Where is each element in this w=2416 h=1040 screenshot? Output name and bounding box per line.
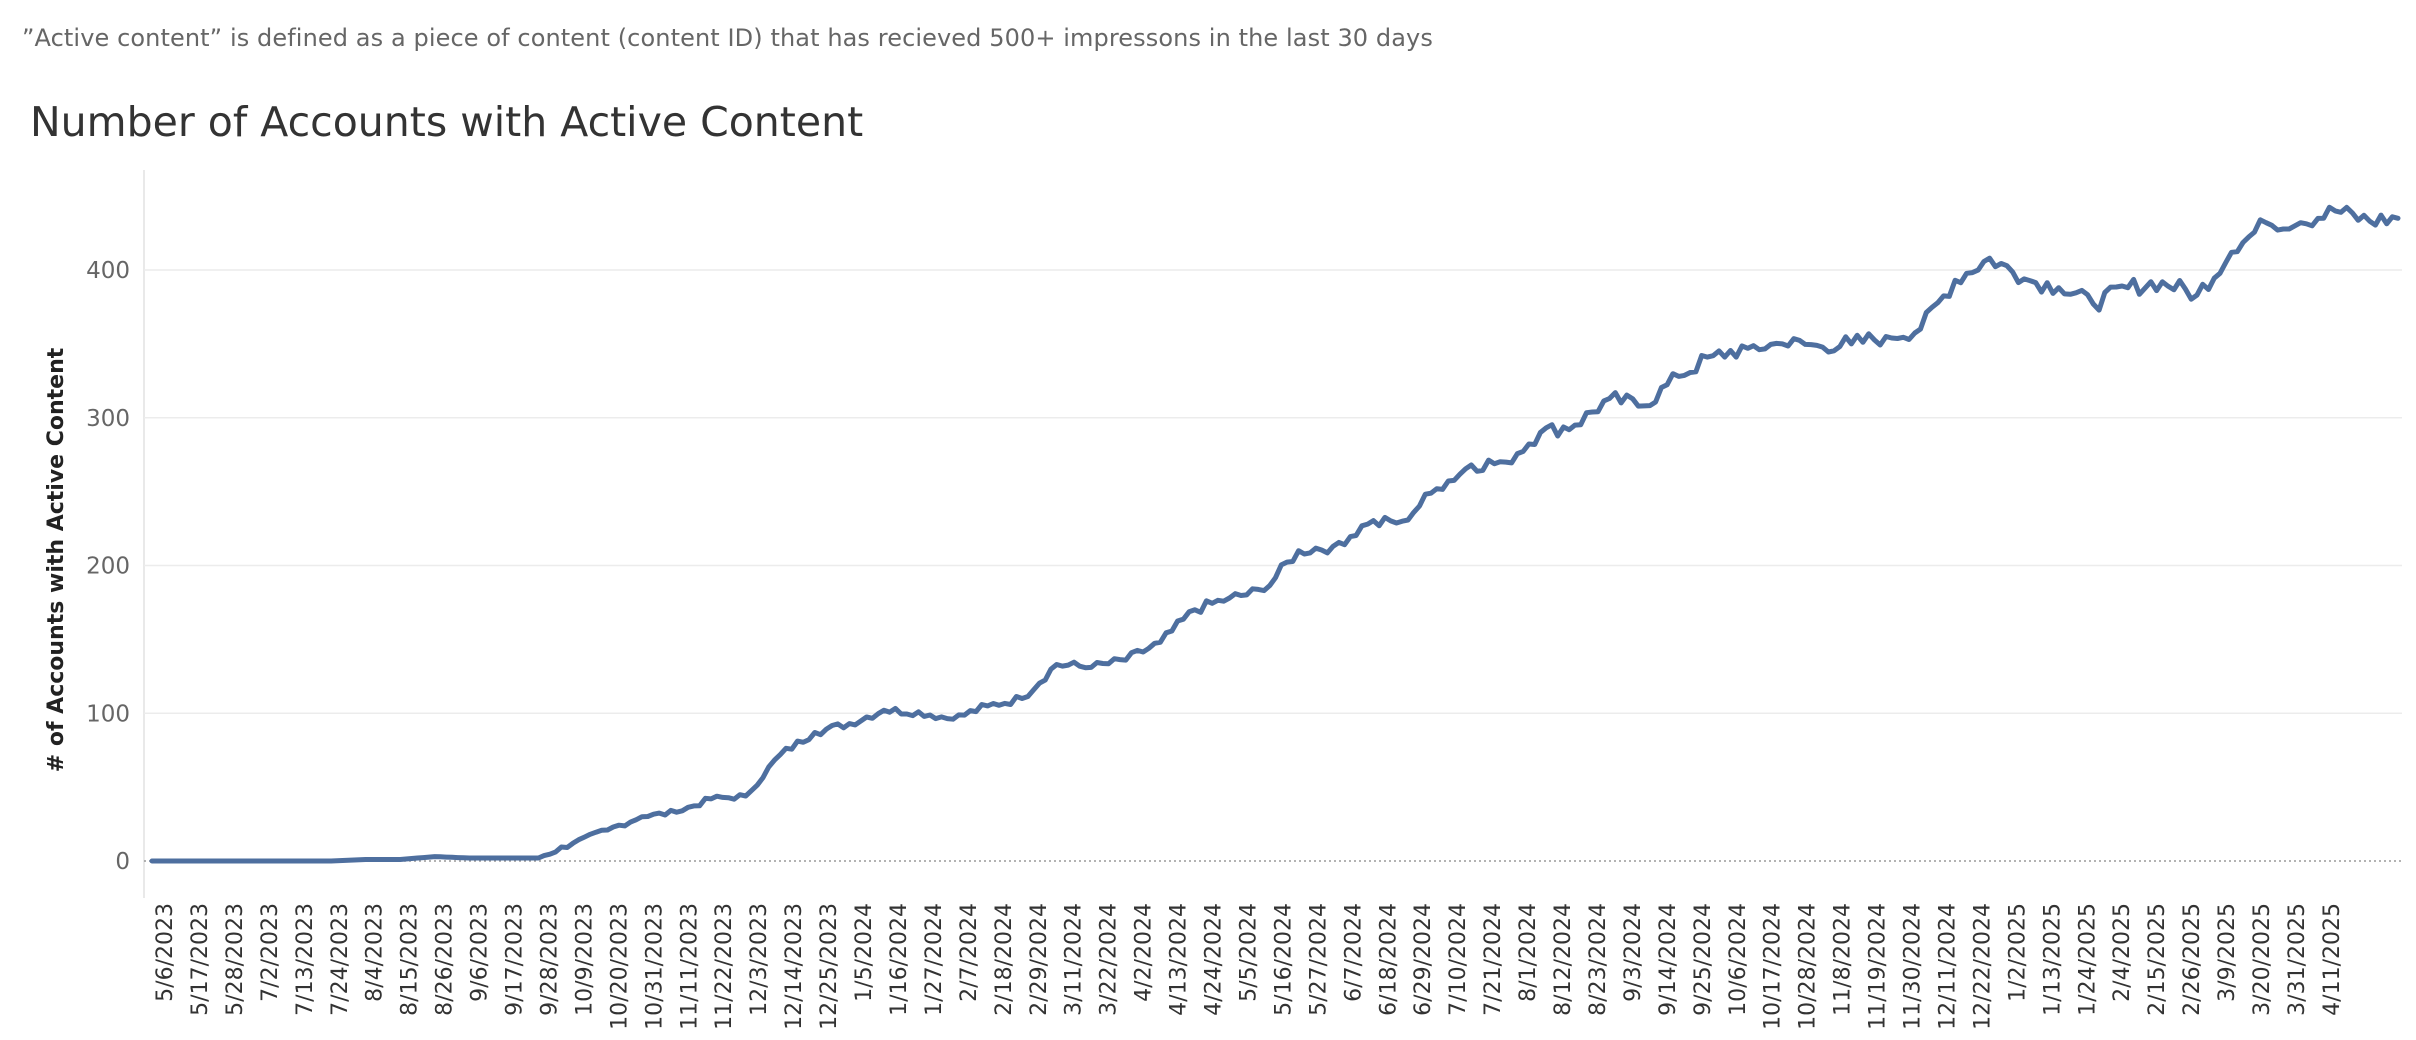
x-tick-label: 3/11/2024 xyxy=(1062,903,1087,1016)
x-tick-label: 2/26/2025 xyxy=(2180,903,2205,1016)
x-tick-label: 10/20/2023 xyxy=(607,903,632,1030)
x-tick-label: 8/23/2024 xyxy=(1586,903,1611,1016)
x-tick-label: 3/9/2025 xyxy=(2215,903,2240,1002)
x-tick-label: 7/24/2023 xyxy=(328,903,353,1016)
x-tick-label: 10/9/2023 xyxy=(572,903,597,1016)
x-tick-label: 9/6/2023 xyxy=(468,903,493,1002)
chart-note: ”Active content” is defined as a piece o… xyxy=(22,24,1433,52)
x-tick-label: 6/29/2024 xyxy=(1411,903,1436,1016)
x-tick-label: 2/4/2025 xyxy=(2110,903,2135,1002)
x-tick-label: 5/5/2024 xyxy=(1237,903,1262,1002)
x-tick-label: 9/14/2024 xyxy=(1656,903,1681,1016)
x-tick-label: 10/17/2024 xyxy=(1761,903,1786,1030)
x-tick-label: 7/13/2023 xyxy=(293,903,318,1016)
x-tick-label: 8/15/2023 xyxy=(398,903,423,1016)
x-tick-label: 5/17/2023 xyxy=(188,903,213,1016)
y-tick-label: 300 xyxy=(86,406,130,432)
y-tick-label: 400 xyxy=(86,258,130,284)
x-tick-label: 1/27/2024 xyxy=(922,903,947,1016)
y-tick-label: 100 xyxy=(86,701,130,727)
x-tick-label: 10/6/2024 xyxy=(1726,903,1751,1016)
x-tick-label: 4/24/2024 xyxy=(1202,903,1227,1016)
x-tick-label: 11/8/2024 xyxy=(1831,903,1856,1016)
x-tick-label: 1/13/2025 xyxy=(2040,903,2065,1016)
x-tick-label: 4/2/2024 xyxy=(1132,903,1157,1002)
x-tick-label: 7/10/2024 xyxy=(1446,903,1471,1016)
x-tick-label: 6/7/2024 xyxy=(1341,903,1366,1002)
x-tick-label: 9/3/2024 xyxy=(1621,903,1646,1002)
x-tick-label: 3/22/2024 xyxy=(1097,903,1122,1016)
x-tick-label: 4/11/2025 xyxy=(2320,903,2345,1016)
x-tick-label: 11/30/2024 xyxy=(1901,903,1926,1030)
x-tick-label: 1/2/2025 xyxy=(2005,903,2030,1002)
x-tick-label: 8/26/2023 xyxy=(433,903,458,1016)
x-tick-label: 2/15/2025 xyxy=(2145,903,2170,1016)
x-tick-label: 7/2/2023 xyxy=(258,903,283,1002)
x-tick-label: 5/27/2024 xyxy=(1306,903,1331,1016)
x-tick-label: 1/16/2024 xyxy=(887,903,912,1016)
y-tick-label: 0 xyxy=(115,849,130,875)
x-tick-label: 2/7/2024 xyxy=(957,903,982,1002)
x-tick-label: 12/25/2023 xyxy=(817,903,842,1030)
y-tick-labels: 0 100 200 300 400 xyxy=(86,258,130,875)
x-tick-label: 3/31/2025 xyxy=(2285,903,2310,1016)
x-tick-label: 9/17/2023 xyxy=(503,903,528,1016)
x-tick-label: 11/22/2023 xyxy=(712,903,737,1030)
x-tick-label: 9/28/2023 xyxy=(538,903,563,1016)
chart-title: Number of Accounts with Active Content xyxy=(30,98,864,146)
x-tick-label: 8/12/2024 xyxy=(1551,903,1576,1016)
x-tick-label: 10/28/2024 xyxy=(1796,903,1821,1030)
y-axis-label: # of Accounts with Active Content xyxy=(44,347,69,772)
x-tick-label: 1/5/2024 xyxy=(852,903,877,1002)
x-tick-label: 12/3/2023 xyxy=(747,903,772,1016)
gridlines xyxy=(144,269,2402,862)
x-tick-label: 3/20/2025 xyxy=(2250,903,2275,1016)
x-tick-label: 5/16/2024 xyxy=(1271,903,1296,1016)
x-tick-label: 8/1/2024 xyxy=(1516,903,1541,1002)
x-tick-label: 12/11/2024 xyxy=(1936,903,1961,1030)
x-tick-label: 11/11/2023 xyxy=(677,903,702,1030)
x-tick-labels: 5/6/2023 5/17/2023 5/28/2023 7/2/2023 7/13/2… xyxy=(153,903,2345,1030)
x-tick-label: 4/13/2024 xyxy=(1167,903,1192,1016)
x-tick-label: 1/24/2025 xyxy=(2075,903,2100,1016)
x-tick-label: 10/31/2023 xyxy=(642,903,667,1030)
x-tick-label: 12/22/2024 xyxy=(1970,903,1995,1030)
x-tick-label: 2/18/2024 xyxy=(992,903,1017,1016)
x-tick-label: 9/25/2024 xyxy=(1691,903,1716,1016)
x-tick-label: 8/4/2023 xyxy=(363,903,388,1002)
x-tick-label: 6/18/2024 xyxy=(1376,903,1401,1016)
x-tick-label: 12/14/2023 xyxy=(782,903,807,1030)
x-tick-label: 2/29/2024 xyxy=(1027,903,1052,1016)
x-tick-label: 11/19/2024 xyxy=(1866,903,1891,1030)
x-tick-label: 5/6/2023 xyxy=(153,903,178,1002)
series-line xyxy=(149,204,2401,864)
x-tick-label: 5/28/2023 xyxy=(223,903,248,1016)
y-tick-label: 200 xyxy=(86,554,130,580)
series-layer xyxy=(149,204,2401,864)
x-tick-label: 7/21/2024 xyxy=(1481,903,1506,1016)
